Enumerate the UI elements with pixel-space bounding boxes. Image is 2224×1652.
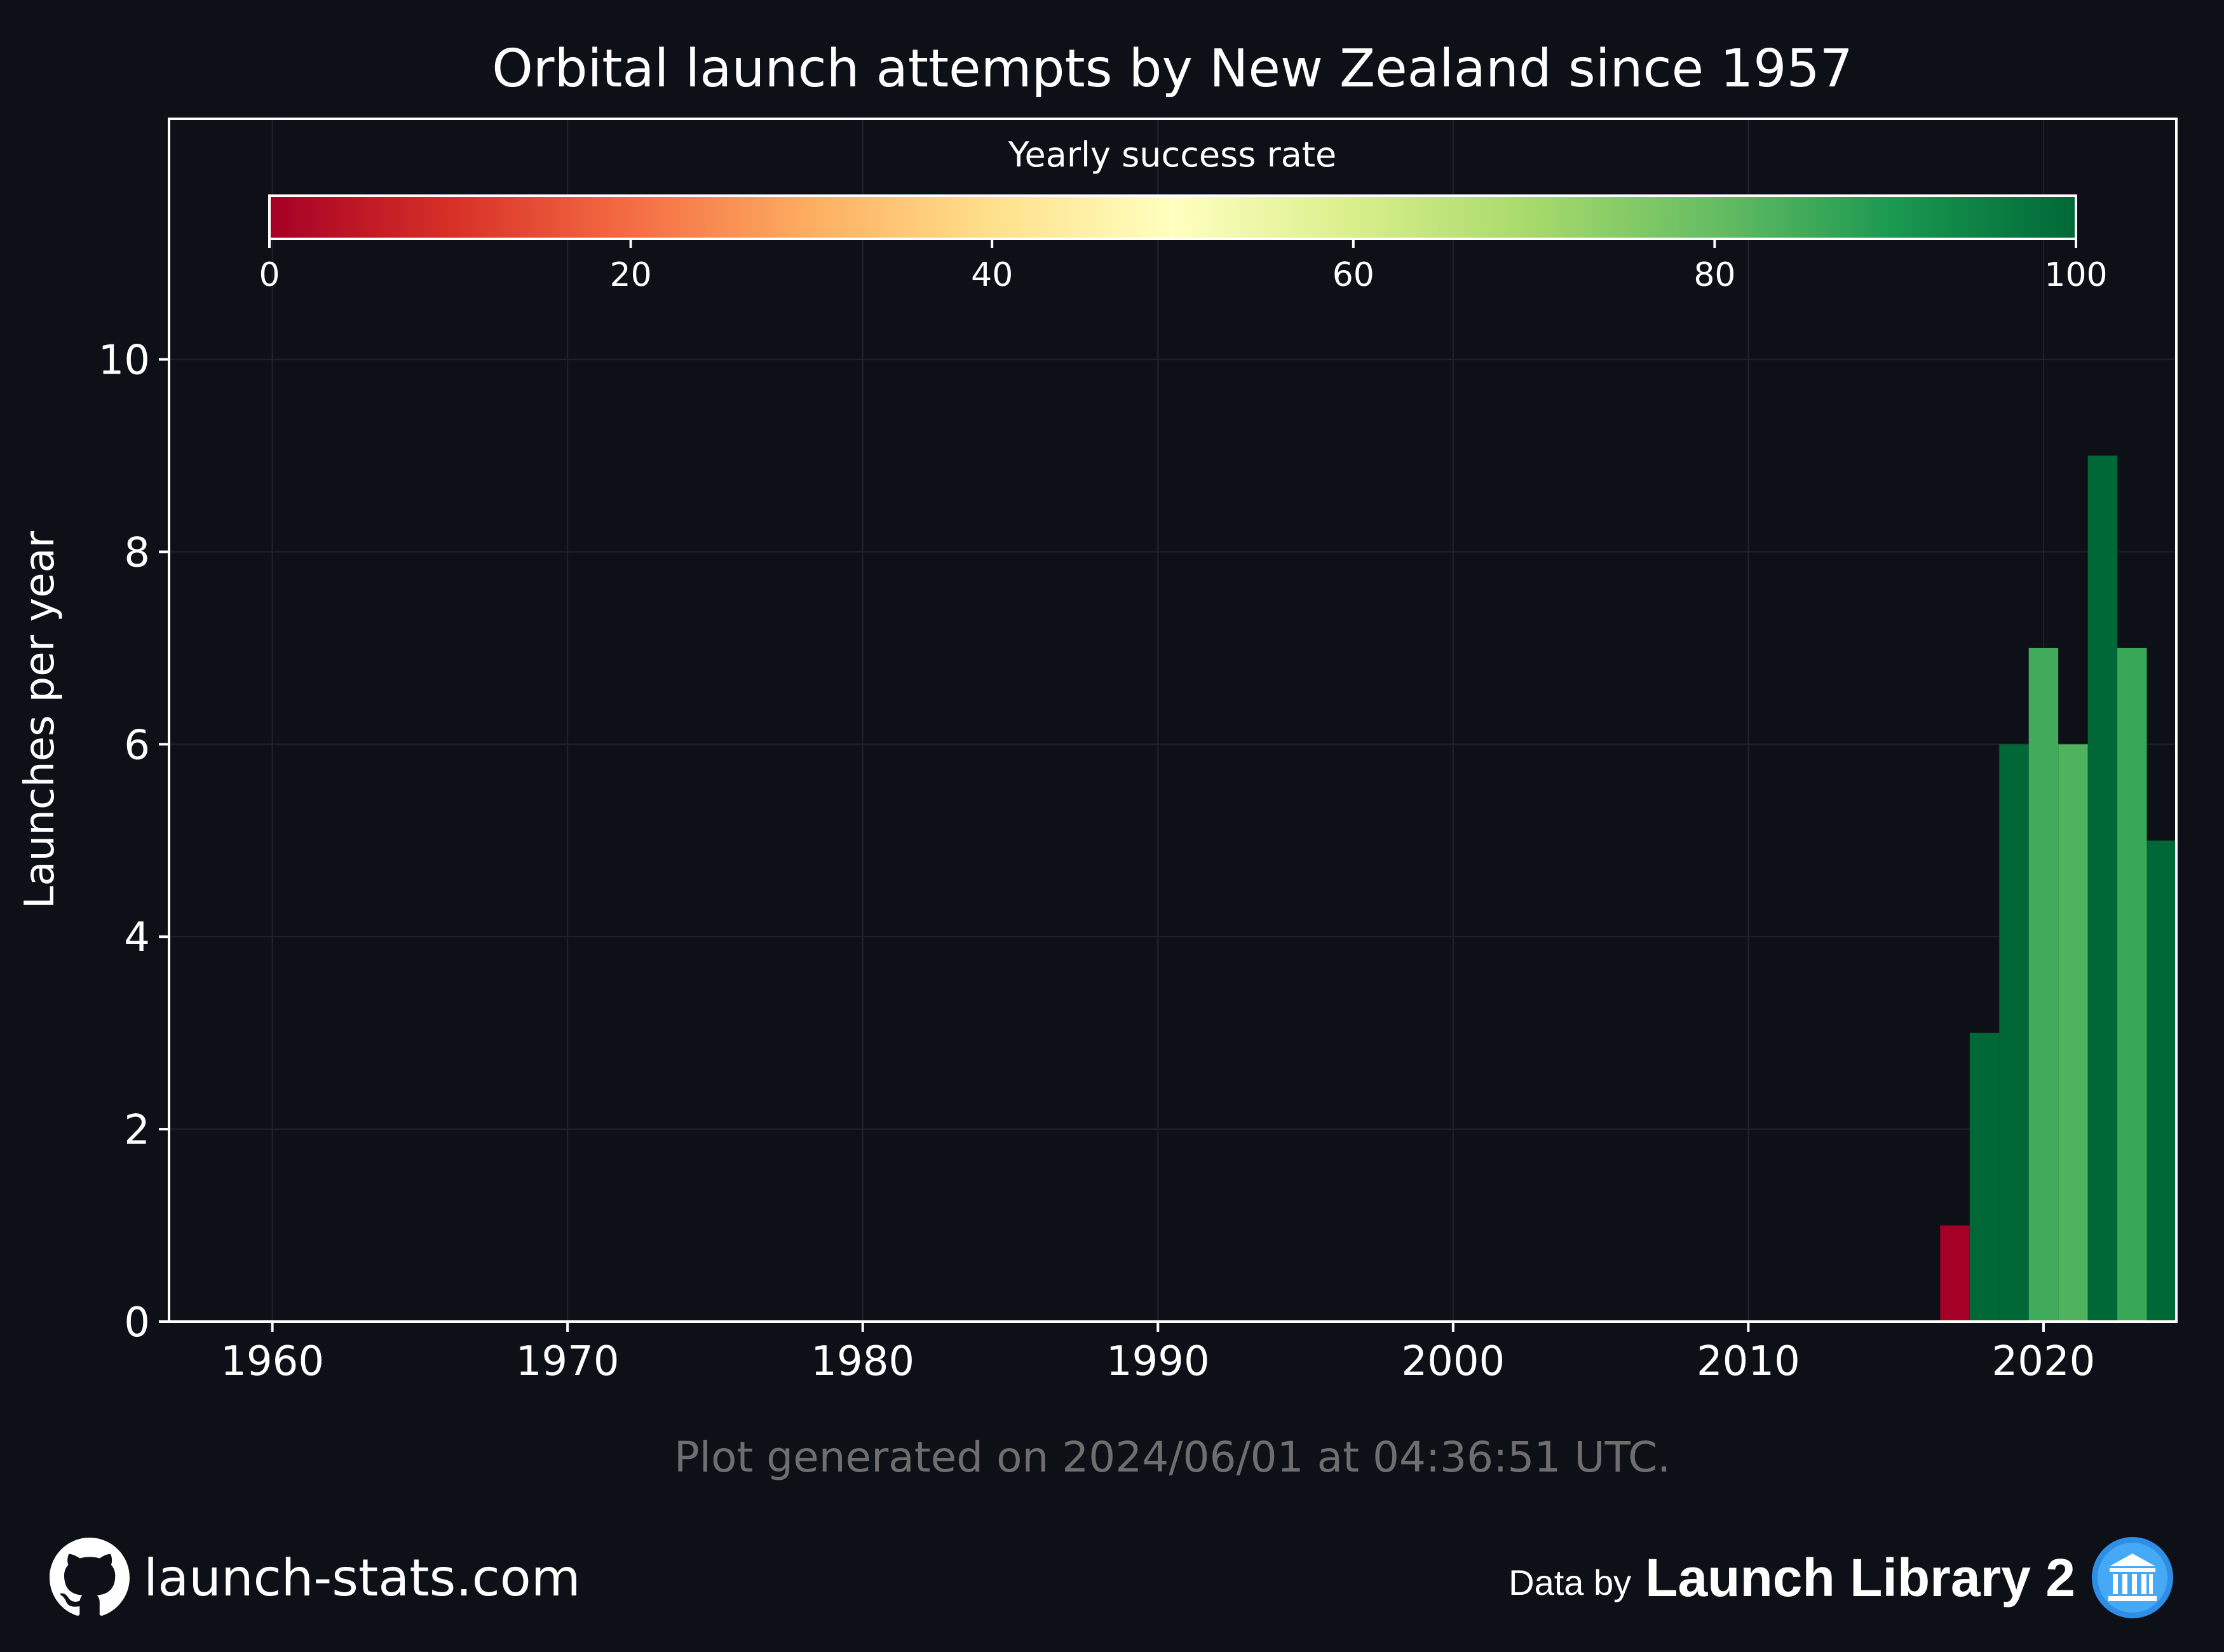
x-tick-label: 2000 <box>1401 1338 1505 1385</box>
colorbar <box>268 194 2077 240</box>
data-by-label: Data by <box>1509 1562 1632 1602</box>
y-axis: 0 2 4 6 8 10 <box>98 337 169 1346</box>
source-name: Launch Library 2 <box>1645 1547 2075 1608</box>
bar-2021 <box>2058 744 2088 1322</box>
launch-library-icon <box>2092 1537 2173 1618</box>
bar-2018 <box>1969 1032 2000 1322</box>
colorbar-tick-label: 60 <box>1332 256 1374 294</box>
y-axis-label: Launches per year <box>17 531 64 909</box>
chart-title: Orbital launch attempts by New Zealand s… <box>492 39 1853 99</box>
y-tick-label: 2 <box>124 1107 150 1154</box>
bars <box>1940 456 2176 1322</box>
x-tick-label: 1980 <box>811 1338 914 1385</box>
y-tick-label: 6 <box>124 722 150 769</box>
plot-frame <box>168 118 2178 1323</box>
colorbar-label: Yearly success rate <box>1008 135 1337 175</box>
bar-2022 <box>2087 456 2118 1322</box>
colorbar-tick-label: 20 <box>610 256 652 294</box>
y-tick-label: 10 <box>98 337 150 384</box>
colorbar-tick-label: 40 <box>971 256 1013 294</box>
colorbar-ticks: 0 20 40 60 80 100 <box>259 239 2108 294</box>
x-tick-label: 1970 <box>516 1338 620 1385</box>
x-tick-label: 1990 <box>1106 1338 1210 1385</box>
bar-2023 <box>2117 647 2147 1322</box>
y-tick-label: 0 <box>124 1299 150 1346</box>
footer-source: Data by Launch Library 2 <box>1509 1536 2174 1619</box>
github-icon <box>50 1538 130 1616</box>
y-tick-label: 4 <box>124 914 150 961</box>
x-tick-label: 1960 <box>220 1338 324 1385</box>
colorbar-tick-label: 0 <box>259 256 280 294</box>
colorbar-tick-label: 100 <box>2044 256 2107 294</box>
grid <box>169 119 2176 1322</box>
colorbar-tick-label: 80 <box>1693 256 1735 294</box>
generated-note: Plot generated on 2024/06/01 at 04:36:51… <box>674 1433 1671 1482</box>
bar-2020 <box>2028 647 2059 1322</box>
bar-2017 <box>1940 1225 1970 1322</box>
x-axis: 1960 1970 1980 1990 2000 2010 2020 <box>220 1322 2095 1385</box>
site-link[interactable]: launch-stats.com <box>144 1548 581 1608</box>
bar-2024 <box>2146 840 2176 1322</box>
bar-2019 <box>1999 744 2029 1322</box>
footer-site[interactable]: launch-stats.com <box>50 1536 581 1619</box>
y-tick-label: 8 <box>124 529 150 576</box>
x-tick-label: 2020 <box>1992 1338 2096 1385</box>
x-tick-label: 2010 <box>1697 1338 1800 1385</box>
